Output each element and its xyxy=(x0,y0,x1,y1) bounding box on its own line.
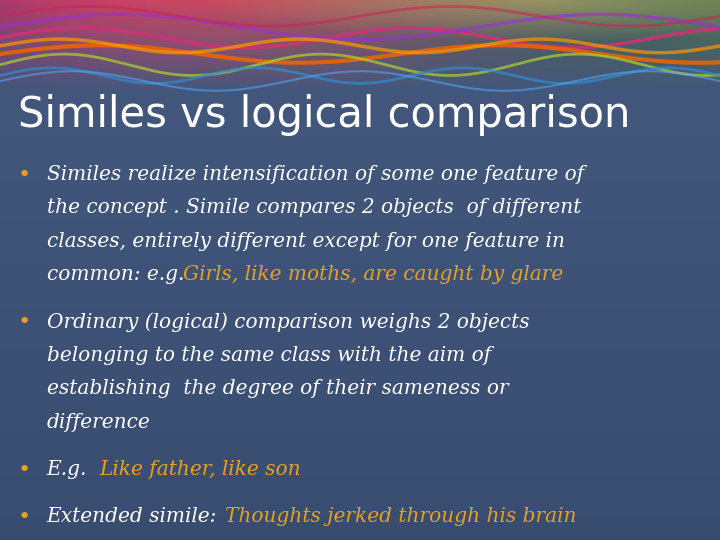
Text: Girls, like moths, are caught by glare: Girls, like moths, are caught by glare xyxy=(183,265,563,284)
Text: Ordinary (logical) comparison weighs 2 objects: Ordinary (logical) comparison weighs 2 o… xyxy=(47,312,529,332)
Text: •: • xyxy=(18,460,31,480)
Text: belonging to the same class with the aim of: belonging to the same class with the aim… xyxy=(47,346,491,365)
Text: difference: difference xyxy=(47,413,150,431)
Text: E.g.: E.g. xyxy=(47,460,94,478)
Text: establishing  the degree of their sameness or: establishing the degree of their samenes… xyxy=(47,379,508,398)
Text: •: • xyxy=(18,165,31,185)
Text: Thoughts jerked through his brain: Thoughts jerked through his brain xyxy=(225,507,576,525)
Text: Similes vs logical comparison: Similes vs logical comparison xyxy=(18,94,631,137)
Text: Like father, like son: Like father, like son xyxy=(99,460,301,478)
Text: •: • xyxy=(18,312,31,332)
Text: Extended simile:: Extended simile: xyxy=(47,507,223,525)
Text: classes, entirely different except for one feature in: classes, entirely different except for o… xyxy=(47,232,564,251)
Text: •: • xyxy=(18,507,31,526)
Text: Similes realize intensification of some one feature of: Similes realize intensification of some … xyxy=(47,165,584,184)
Text: the concept . Simile compares 2 objects  of different: the concept . Simile compares 2 objects … xyxy=(47,198,581,217)
Text: common: e.g.: common: e.g. xyxy=(47,265,191,284)
